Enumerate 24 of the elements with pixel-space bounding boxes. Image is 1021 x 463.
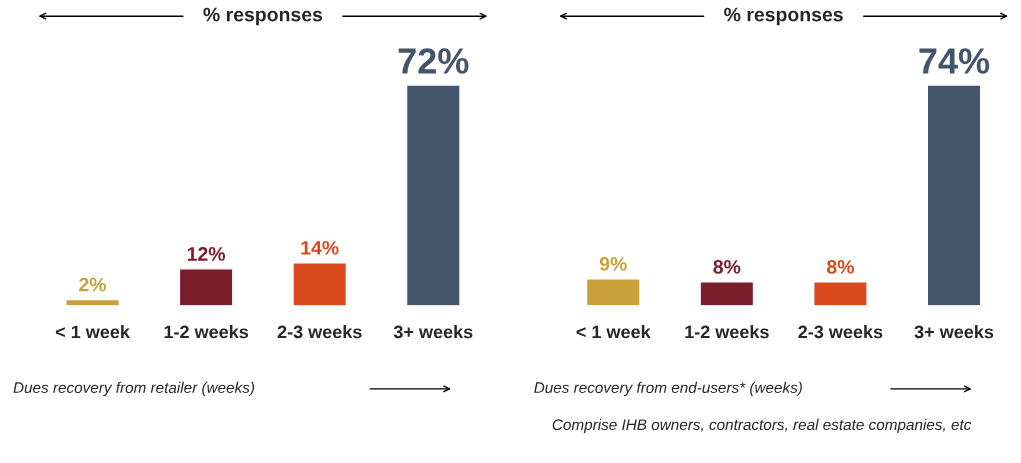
data-label: 9% [599,256,627,271]
data-label: 2% [79,277,107,292]
x-tick-label: 1-2 weeks [685,325,769,339]
x-tick-label: 1-2 weeks [164,325,249,339]
bar [405,84,461,306]
data-label: 14% [301,240,339,255]
bar [178,268,234,306]
data-label: 8% [826,259,854,274]
x-tick-label: 2-3 weeks [277,325,362,339]
x-tick-label: < 1 week [576,325,651,339]
data-label: 12% [187,247,226,261]
x-axis-title: Dues recovery from retailer (weeks) [13,381,255,397]
x-tick-label: 2-3 weeks [798,325,883,339]
data-label: 72% [398,48,469,74]
x-axis-title: Dues recovery from end-users* (weeks) [534,381,802,397]
x-tick-label: 3+ weeks [914,325,994,339]
data-label: 74% [919,48,990,74]
data-label: 8% [713,259,741,274]
x-tick-label: < 1 week [55,325,130,339]
bar [292,262,348,306]
text: Comprise IHB owners, contractors, real estate companies, etc [552,418,972,434]
x-tick-label: 3+ weeks [393,325,473,339]
chart-title: % responses [203,7,323,26]
chart-title: % responses [724,7,843,26]
